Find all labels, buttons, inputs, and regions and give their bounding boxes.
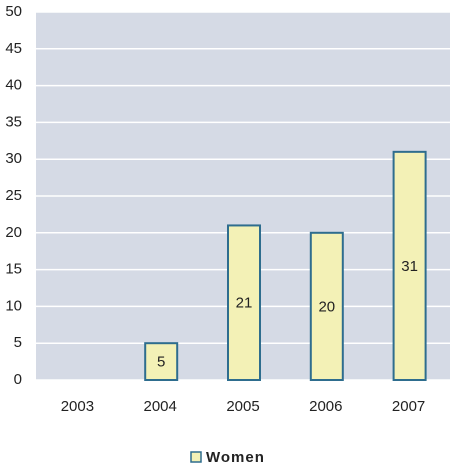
y-tick-label: 50 bbox=[5, 3, 22, 20]
legend-swatch bbox=[190, 451, 202, 463]
x-tick-label: 2006 bbox=[309, 398, 342, 415]
x-tick-label: 2003 bbox=[61, 398, 94, 415]
y-tick-label: 20 bbox=[5, 224, 22, 241]
bar bbox=[392, 150, 427, 381]
y-tick-label: 15 bbox=[5, 261, 22, 278]
x-tick-label: 2007 bbox=[392, 398, 425, 415]
y-tick-label: 25 bbox=[5, 187, 22, 204]
x-tick-label: 2004 bbox=[144, 398, 177, 415]
y-tick-label: 0 bbox=[14, 371, 22, 388]
bar bbox=[309, 231, 344, 381]
bar bbox=[144, 342, 179, 382]
y-tick-label: 10 bbox=[5, 297, 22, 314]
y-tick-label: 45 bbox=[5, 40, 22, 57]
data-label: 20 bbox=[318, 298, 335, 315]
y-tick-label: 5 bbox=[14, 334, 22, 351]
y-tick-label: 35 bbox=[5, 113, 22, 130]
y-tick-label: 40 bbox=[5, 77, 22, 94]
legend-label: Women bbox=[206, 449, 265, 466]
y-tick-label: 30 bbox=[5, 150, 22, 167]
data-label: 5 bbox=[157, 354, 165, 371]
data-label: 31 bbox=[401, 258, 418, 275]
data-label: 21 bbox=[236, 295, 253, 312]
x-tick-label: 2005 bbox=[226, 398, 259, 415]
bar bbox=[227, 224, 261, 381]
